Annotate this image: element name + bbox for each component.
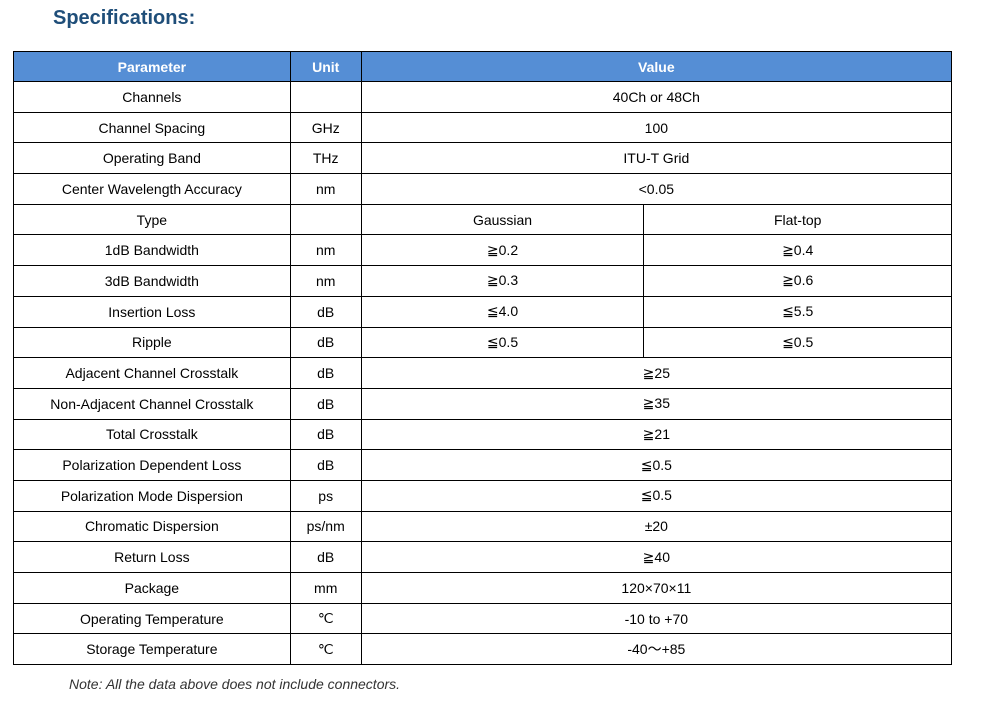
value-cell-gaussian: ≧0.3 (360, 265, 645, 297)
table-row: Non-Adjacent Channel Crosstalk dB ≧35 (13, 387, 953, 420)
value-cell-gaussian: Gaussian (360, 203, 645, 236)
table-row: 1dB Bandwidth nm ≧0.2 ≧0.4 (13, 234, 952, 267)
parameter-cell: Operating Temperature (13, 602, 291, 635)
table-row: Return Loss dB ≧40 (13, 541, 953, 573)
value-cell: ≧40 (360, 541, 953, 573)
unit-cell: ℃ (289, 602, 362, 635)
table-row: 3dB Bandwidth nm ≧0.3 ≧0.6 (13, 265, 952, 297)
unit-cell: nm (289, 234, 362, 267)
parameter-cell: Storage Temperature (13, 633, 291, 666)
value-cell: ±20 (360, 510, 953, 543)
unit-cell (289, 203, 362, 236)
unit-cell: dB (289, 449, 362, 481)
value-cell-gaussian: ≦0.5 (360, 326, 645, 359)
parameter-cell: Total Crosstalk (13, 418, 291, 451)
table-row: Storage Temperature ℃ -40～+85 (13, 633, 953, 666)
parameter-cell: Non-Adjacent Channel Crosstalk (13, 387, 291, 420)
unit-cell: THz (289, 142, 362, 175)
value-cell: <0.05 (360, 173, 953, 205)
parameter-cell: Insertion Loss (13, 295, 291, 328)
value-cell: ≦0.5 (360, 449, 953, 481)
unit-cell: ps/nm (289, 510, 362, 543)
table-row: Operating Temperature ℃ -10 to +70 (13, 602, 953, 635)
table-row: Polarization Mode Dispersion ps ≦0.5 (13, 479, 953, 512)
unit-cell: GHz (289, 111, 362, 144)
value-cell: -40～+85 (360, 633, 953, 666)
value-cell: 120×70×11 (360, 572, 953, 604)
table-row: Channel Spacing GHz 100 (13, 111, 953, 144)
table-row: Polarization Dependent Loss dB ≦0.5 (13, 449, 953, 481)
table-row: Channels 40Ch or 48Ch (13, 81, 953, 113)
value-cell: -10 to +70 (360, 602, 953, 635)
unit-cell: nm (289, 265, 362, 297)
value-cell-flat-top: ≦5.5 (643, 295, 952, 328)
header-parameter: Parameter (13, 51, 291, 82)
value-cell: ≧35 (360, 387, 953, 420)
unit-cell: dB (289, 541, 362, 573)
value-cell: 100 (360, 111, 953, 144)
unit-cell (289, 81, 362, 113)
footnote: Note: All the data above does not includ… (69, 676, 401, 692)
parameter-cell: Adjacent Channel Crosstalk (13, 357, 291, 389)
parameter-cell: Channel Spacing (13, 111, 291, 144)
table-row: Package mm 120×70×11 (13, 572, 953, 604)
unit-cell: nm (289, 173, 362, 205)
table-row: Chromatic Dispersion ps/nm ±20 (13, 510, 953, 543)
unit-cell: dB (289, 387, 362, 420)
table-header-row: Parameter Unit Value (13, 51, 953, 82)
unit-cell: mm (289, 572, 362, 604)
table-row: Adjacent Channel Crosstalk dB ≧25 (13, 357, 953, 389)
parameter-cell: Polarization Dependent Loss (13, 449, 291, 481)
page-title: Specifications: (53, 7, 196, 29)
unit-cell: dB (289, 357, 362, 389)
unit-cell: ps (289, 479, 362, 512)
table-row: Total Crosstalk dB ≧21 (13, 418, 953, 451)
value-cell-flat-top: Flat-top (643, 203, 952, 236)
table-row: Center Wavelength Accuracy nm <0.05 (13, 173, 953, 205)
value-cell-gaussian: ≧0.2 (360, 234, 645, 267)
unit-cell: dB (289, 326, 362, 359)
parameter-cell: Polarization Mode Dispersion (13, 479, 291, 512)
parameter-cell: Channels (13, 81, 291, 113)
parameter-cell: 1dB Bandwidth (13, 234, 291, 267)
unit-cell: ℃ (289, 633, 362, 666)
specifications-table: Parameter Unit Value Channels 40Ch or 48C… (13, 51, 953, 666)
parameter-cell: Ripple (13, 326, 291, 359)
table-row: Type Gaussian Flat-top (13, 203, 952, 236)
parameter-cell: Return Loss (13, 541, 291, 573)
value-cell: ITU-T Grid (360, 142, 953, 175)
table-row: Insertion Loss dB ≦4.0 ≦5.5 (13, 295, 952, 328)
value-cell: ≦0.5 (360, 479, 953, 512)
parameter-cell: Center Wavelength Accuracy (13, 173, 291, 205)
header-unit: Unit (289, 51, 362, 82)
value-cell: ≧25 (360, 357, 953, 389)
unit-cell: dB (289, 295, 362, 328)
table-row: Ripple dB ≦0.5 ≦0.5 (13, 326, 952, 359)
value-cell-flat-top: ≧0.4 (643, 234, 952, 267)
parameter-cell: Package (13, 572, 291, 604)
value-cell-gaussian: ≦4.0 (360, 295, 645, 328)
parameter-cell: Type (13, 203, 291, 236)
unit-cell: dB (289, 418, 362, 451)
parameter-cell: 3dB Bandwidth (13, 265, 291, 297)
table-row: Operating Band THz ITU-T Grid (13, 142, 953, 175)
header-value: Value (360, 51, 953, 82)
parameter-cell: Operating Band (13, 142, 291, 175)
parameter-cell: Chromatic Dispersion (13, 510, 291, 543)
value-cell: 40Ch or 48Ch (360, 81, 953, 113)
value-cell: ≧21 (360, 418, 953, 451)
value-cell-flat-top: ≦0.5 (643, 326, 952, 359)
value-cell-flat-top: ≧0.6 (643, 265, 952, 297)
